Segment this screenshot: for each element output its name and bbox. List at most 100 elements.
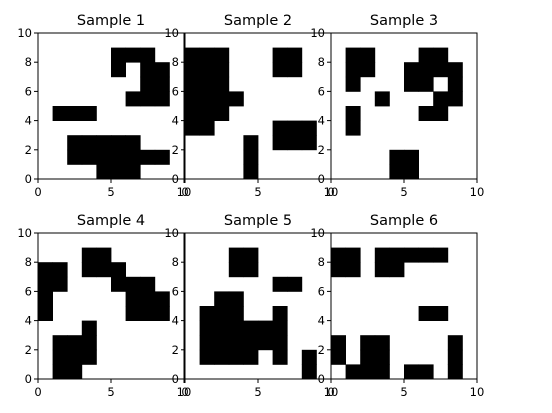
cell-7-4 [433,306,449,321]
y-tick-label: 8 [172,255,179,269]
cell-4-8 [243,247,259,263]
panel-title: Sample 2 [224,13,292,29]
cell-4-1 [96,149,112,165]
cell-3-7 [81,262,97,278]
cell-2-2 [67,335,83,351]
x-tick-label: 5 [107,185,114,199]
cell-3-0 [374,364,390,380]
cell-6-6 [125,276,141,292]
y-tick-label: 4 [172,114,179,128]
cell-1-7 [52,262,68,278]
y-tick-label: 0 [25,372,32,386]
cell-4-2 [96,135,112,151]
cell-4-0 [389,164,405,180]
y-tick-label: 2 [318,143,325,157]
cell-5-2 [258,335,273,351]
cell-0-7 [38,262,53,278]
cell-8-5 [447,91,463,107]
cell-3-1 [81,349,97,365]
x-tick-label: 10 [324,385,339,399]
y-tick-label: 10 [164,26,179,40]
cell-1-3 [199,320,215,336]
cell-1-4 [345,106,361,121]
panel-title: Sample 1 [77,13,145,29]
cell-7-4 [433,106,449,121]
cell-6-3 [272,320,288,336]
cell-6-1 [125,149,141,165]
y-tick-label: 8 [318,55,325,69]
cell-5-7 [111,62,126,78]
cell-4-7 [389,262,405,278]
y-tick-label: 4 [25,314,32,328]
cell-4-2 [243,135,259,151]
cell-6-7 [418,62,434,78]
cell-4-3 [243,320,259,336]
cell-1-1 [52,349,68,365]
cell-5-8 [111,47,126,63]
cell-8-6 [154,76,170,92]
cell-2-5 [214,91,230,107]
y-tick-label: 0 [172,172,179,186]
cell-1-0 [52,364,68,380]
y-tick-label: 8 [25,55,32,69]
y-tick-label: 10 [17,26,32,40]
cell-3-1 [228,349,244,365]
cell-1-1 [199,349,215,365]
cell-7-8 [140,47,156,63]
cell-1-2 [52,335,68,351]
x-tick-label: 10 [177,385,192,399]
cell-7-8 [287,47,303,63]
cell-2-7 [214,62,230,78]
x-tick-label: 0 [327,385,334,399]
cell-8-5 [154,291,170,307]
cell-3-2 [81,335,97,351]
cell-3-7 [374,262,390,278]
cell-3-8 [228,247,244,263]
cell-4-8 [389,247,405,263]
cell-0-5 [185,91,200,107]
cell-2-7 [360,62,376,78]
cell-8-1 [447,349,463,365]
cell-6-4 [125,306,141,321]
x-tick-label: 0 [181,185,188,199]
cell-3-2 [374,335,390,351]
y-tick-label: 0 [172,372,179,386]
cell-2-4 [67,106,83,121]
cell-2-1 [360,349,376,365]
cell-8-7 [447,62,463,78]
cell-5-7 [404,62,419,78]
y-tick-label: 4 [25,114,32,128]
cell-4-7 [243,262,259,278]
cell-7-6 [287,276,303,292]
cell-2-8 [360,47,376,63]
y-tick-label: 2 [172,343,179,357]
cell-3-3 [228,320,244,336]
x-tick-label: 5 [107,385,114,399]
panel-title: Sample 6 [370,213,438,229]
y-tick-label: 6 [25,84,32,98]
y-tick-label: 6 [318,284,325,298]
cell-6-2 [125,135,141,151]
panel-title: Sample 4 [77,213,145,229]
cell-1-7 [199,62,215,78]
cell-1-3 [345,120,361,136]
cell-2-6 [214,76,230,92]
cell-3-1 [81,149,97,165]
y-tick-label: 6 [25,284,32,298]
cell-7-1 [140,149,156,165]
cell-6-8 [418,247,434,263]
cell-2-4 [214,306,230,321]
y-tick-label: 4 [172,314,179,328]
cell-0-5 [38,291,53,307]
cell-7-7 [140,62,156,78]
x-tick-label: 5 [400,185,407,199]
cell-6-8 [418,47,434,63]
cell-5-0 [404,364,419,380]
panel-title: Sample 3 [370,13,438,29]
cell-4-1 [243,349,259,365]
cell-4-2 [243,335,259,351]
cell-2-0 [360,364,376,380]
cell-6-2 [272,135,288,151]
